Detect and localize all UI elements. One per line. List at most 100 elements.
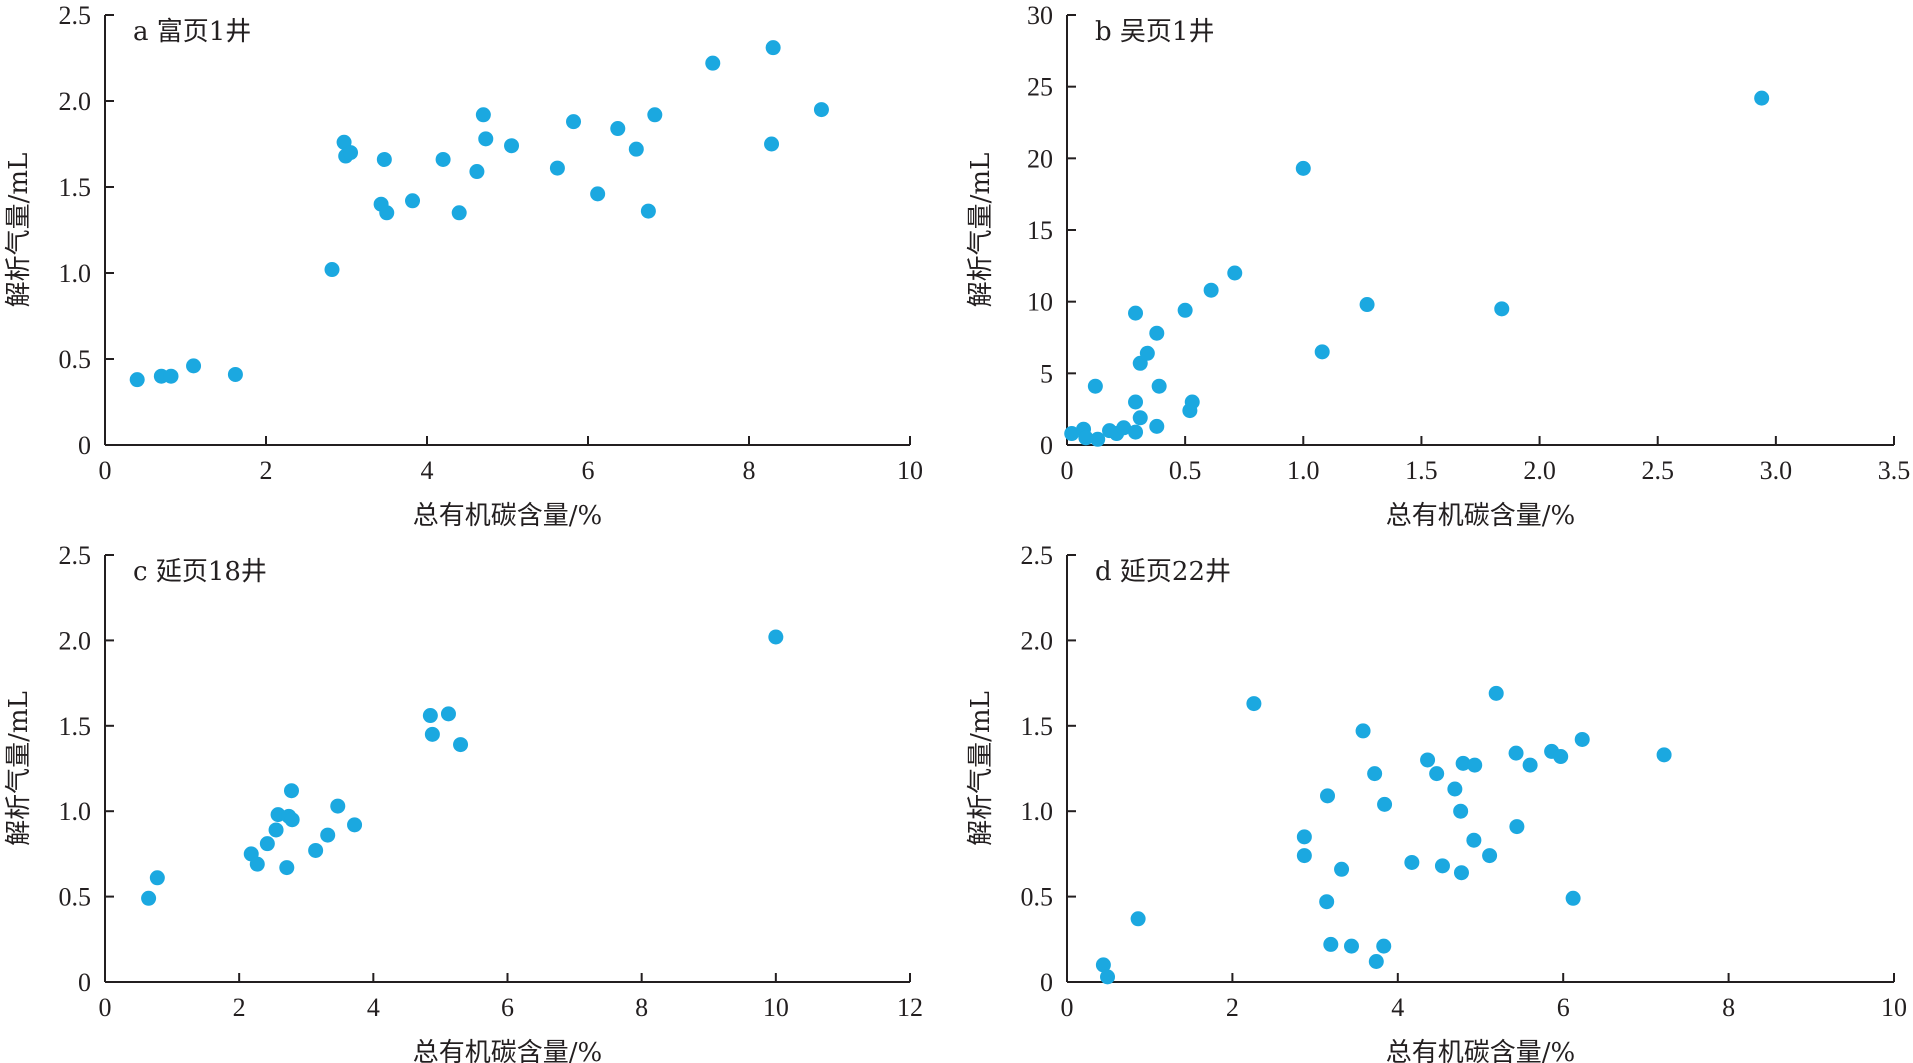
- y-tick-label: 2.0: [1021, 626, 1054, 655]
- x-axis-title: 总有机碳含量/%: [413, 1038, 602, 1063]
- data-point: [1064, 426, 1080, 442]
- data-point: [1355, 723, 1371, 739]
- x-tick-label: 2.0: [1523, 456, 1556, 485]
- data-point: [1090, 431, 1106, 447]
- data-point: [308, 842, 324, 858]
- data-point: [1447, 781, 1463, 797]
- x-tick-label: 8: [1722, 993, 1735, 1022]
- y-axis-title: 解析气量/mL: [4, 691, 34, 846]
- panel-b: 0 5 10 15 20 25 30 0 0.5 1.0 1.5 2.0 2.5 3.0 3.5 总有机碳含量…: [966, 1, 1910, 531]
- data-point: [765, 40, 781, 56]
- y-axis-title: 解析气量/mL: [4, 153, 34, 308]
- data-point: [1296, 848, 1312, 864]
- data-point: [705, 55, 721, 71]
- data-point: [469, 164, 485, 180]
- data-point: [1296, 829, 1312, 845]
- data-point: [141, 890, 157, 906]
- data-point: [440, 706, 456, 722]
- data-point: [504, 138, 520, 154]
- x-tick-label: 4: [1391, 993, 1404, 1022]
- data-point: [1455, 755, 1471, 771]
- y-tick-label: 2.5: [1021, 541, 1054, 570]
- x-tick-label: 6: [1557, 993, 1570, 1022]
- data-point: [343, 145, 359, 161]
- data-point: [1246, 696, 1262, 712]
- x-tick-label: 8: [743, 456, 756, 485]
- data-point: [566, 114, 582, 130]
- data-point: [1368, 954, 1384, 970]
- data-point: [1130, 911, 1146, 927]
- data-point: [1467, 757, 1483, 773]
- x-tick-label: 10: [1881, 993, 1907, 1022]
- x-tick-label: 10: [763, 993, 789, 1022]
- data-point: [347, 817, 363, 833]
- panel-title: c 延页18井: [133, 557, 267, 587]
- data-point: [249, 856, 265, 872]
- x-tick-label: 3.5: [1878, 456, 1911, 485]
- data-point: [1453, 865, 1469, 881]
- data-point: [129, 372, 145, 388]
- y-tick-label: 15: [1027, 216, 1053, 245]
- data-point: [1754, 90, 1770, 106]
- y-tick-label: 20: [1027, 144, 1053, 173]
- data-point: [1132, 410, 1148, 426]
- x-axis-title: 总有机碳含量/%: [413, 501, 602, 531]
- data-point: [186, 358, 202, 374]
- x-tick-label: 0: [99, 993, 112, 1022]
- data-point: [1227, 265, 1243, 281]
- data-point: [1522, 757, 1538, 773]
- x-tick-label: 6: [582, 456, 595, 485]
- data-point: [422, 708, 438, 724]
- data-point: [1420, 752, 1436, 768]
- x-tick-label: 1.5: [1405, 456, 1438, 485]
- x-tick-label: 3.0: [1760, 456, 1793, 485]
- x-tick-label: 4: [421, 456, 434, 485]
- panel-a: 0 0.5 1.0 1.5 2.0 2.5 0 2 4 6 8 10 总有机碳含量/% 解析气量/mL a …: [4, 1, 923, 531]
- x-axis-title: 总有机碳含量/%: [1386, 501, 1575, 531]
- data-point: [1376, 938, 1392, 954]
- x-tick-label: 8: [635, 993, 648, 1022]
- data-point: [379, 205, 395, 221]
- y-tick-label: 30: [1027, 1, 1053, 30]
- data-point: [1203, 282, 1219, 298]
- y-tick-label: 1.5: [59, 173, 92, 202]
- data-point: [227, 366, 243, 382]
- data-point: [324, 262, 340, 278]
- panel-title: d 延页22井: [1095, 557, 1231, 587]
- y-tick-label: 25: [1027, 73, 1053, 102]
- data-point: [279, 860, 295, 876]
- y-tick-label: 0.5: [1021, 883, 1054, 912]
- data-point: [1314, 344, 1330, 360]
- data-point: [1184, 394, 1200, 410]
- data-point: [1404, 854, 1420, 870]
- y-tick-label: 2.5: [59, 1, 92, 30]
- data-point: [1466, 832, 1482, 848]
- x-tick-label: 0.5: [1169, 456, 1202, 485]
- data-point: [376, 151, 392, 167]
- x-axis-title: 总有机碳含量/%: [1386, 1038, 1575, 1063]
- data-point: [435, 151, 451, 167]
- data-point: [1494, 301, 1510, 317]
- panel-title: b 吴页1井: [1095, 17, 1214, 47]
- data-point: [149, 870, 165, 886]
- data-point: [1151, 378, 1167, 394]
- data-point: [1488, 685, 1504, 701]
- data-point: [1323, 936, 1339, 952]
- y-tick-label: 0: [78, 431, 91, 460]
- data-point: [549, 160, 565, 176]
- data-point: [640, 203, 656, 219]
- data-point: [813, 102, 829, 118]
- data-point: [1553, 749, 1569, 765]
- x-tick-label: 0: [99, 456, 112, 485]
- y-tick-label: 1.5: [59, 712, 92, 741]
- data-point: [610, 121, 626, 137]
- data-point: [453, 737, 469, 753]
- data-point: [1367, 766, 1383, 782]
- data-point: [475, 107, 491, 123]
- x-tick-label: 10: [897, 456, 923, 485]
- data-point: [1482, 848, 1498, 864]
- data-point: [424, 726, 440, 742]
- x-tick-label: 0: [1061, 993, 1074, 1022]
- data-point: [1078, 430, 1094, 446]
- data-point: [1334, 861, 1350, 877]
